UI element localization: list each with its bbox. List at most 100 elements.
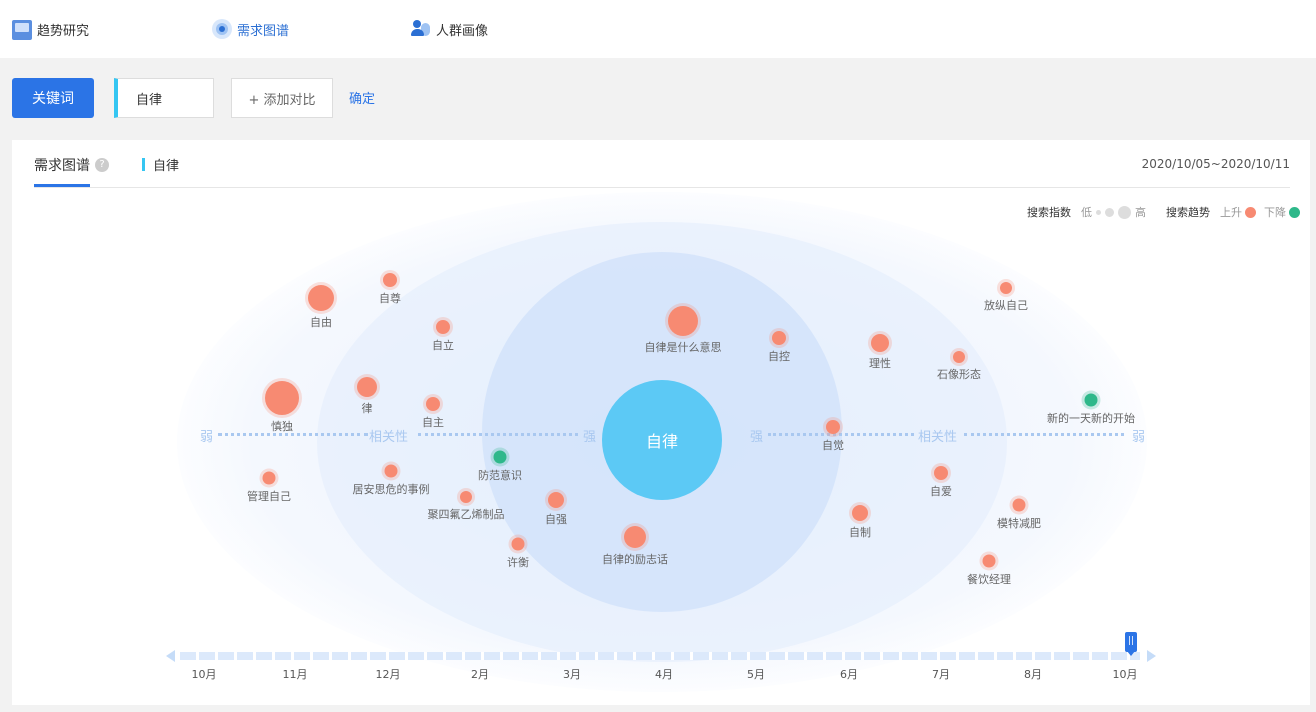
node-label: 自由 xyxy=(310,316,332,329)
node-bubble[interactable] xyxy=(624,526,646,548)
axis-weak-left: 弱 xyxy=(200,430,214,445)
node-label: 防范意识 xyxy=(478,468,522,482)
node-bubble[interactable] xyxy=(852,505,868,521)
keyword-button[interactable]: 关键词 xyxy=(12,78,94,118)
legend-index-title: 搜索指数 xyxy=(1027,206,1071,219)
book-chart-icon xyxy=(12,20,32,40)
node-label: 自尊 xyxy=(379,292,401,305)
node-bubble[interactable] xyxy=(460,491,472,503)
node-label: 自控 xyxy=(768,350,790,363)
axis-strong-right: 强 xyxy=(750,430,764,445)
legend-up: 上升 xyxy=(1220,206,1242,219)
timeline-month-label: 12月 xyxy=(375,668,401,681)
timeline-month-label: 3月 xyxy=(563,668,581,681)
active-tab-underline xyxy=(34,184,90,187)
node-label: 管理自己 xyxy=(247,489,291,503)
timeline-month-label: 4月 xyxy=(655,668,673,681)
node-label: 自立 xyxy=(432,339,454,352)
timeline-track[interactable] xyxy=(180,652,1140,660)
nav-audience-profile[interactable]: 人群画像 xyxy=(411,18,488,40)
timeline-handle[interactable]: || xyxy=(1125,632,1137,656)
legend-up-dot xyxy=(1245,206,1256,218)
node-label: 居安思危的事例 xyxy=(352,482,430,496)
legend-trend-title: 搜索趋势 xyxy=(1166,206,1210,219)
nav-trend-research[interactable]: 趋势研究 xyxy=(12,18,89,40)
node-bubble[interactable] xyxy=(384,464,398,478)
node-bubble[interactable] xyxy=(493,450,507,464)
node-label: 慎独 xyxy=(271,420,293,433)
nav-demand-graph[interactable]: 需求图谱 xyxy=(212,18,289,40)
timeline-month-label: 10月 xyxy=(1112,668,1138,681)
node-bubble[interactable] xyxy=(262,471,276,485)
help-icon[interactable]: ? xyxy=(95,158,109,172)
axis-dotline-right-inner xyxy=(768,433,914,436)
tab-label: 需求图谱 xyxy=(34,158,90,174)
add-compare-button[interactable]: + 添加对比 xyxy=(231,78,333,118)
nav-label: 需求图谱 xyxy=(237,23,290,39)
node-bubble[interactable] xyxy=(772,331,786,345)
node-label: 自制 xyxy=(849,526,871,539)
node-bubble[interactable] xyxy=(1012,498,1026,512)
users-icon xyxy=(411,19,431,39)
node-bubble[interactable] xyxy=(436,320,450,334)
keyword-tag-label: 自律 xyxy=(153,159,180,174)
timeline-month-label: 5月 xyxy=(747,668,765,681)
legend-down: 下降 xyxy=(1264,206,1286,219)
node-bubble[interactable] xyxy=(548,492,564,508)
node-label: 自律是什么意思 xyxy=(644,341,722,354)
node-bubble[interactable] xyxy=(265,381,299,415)
node-label: 石像形态 xyxy=(937,368,981,381)
node-bubble[interactable] xyxy=(511,537,525,551)
node-bubble[interactable] xyxy=(826,420,840,434)
center-keyword-bubble[interactable]: 自律 xyxy=(602,380,722,500)
timeline-month-label: 2月 xyxy=(471,668,489,681)
node-label: 许衡 xyxy=(507,555,529,569)
keyword-input[interactable] xyxy=(114,78,214,118)
node-bubble[interactable] xyxy=(1000,282,1012,294)
target-icon xyxy=(212,19,232,39)
legend-low: 低 xyxy=(1081,206,1092,219)
nav-label: 人群画像 xyxy=(436,23,489,39)
node-label: 自觉 xyxy=(822,439,844,452)
node-label: 自律的励志话 xyxy=(602,553,668,566)
node-label: 放纵自己 xyxy=(984,299,1028,312)
keyword-tag: 自律 xyxy=(142,155,179,174)
node-bubble[interactable] xyxy=(357,377,377,397)
node-label: 新的一天新的开始 xyxy=(1047,411,1135,425)
axis-dotline-left-outer xyxy=(218,433,368,436)
tab-demand-graph[interactable]: 需求图谱 ? xyxy=(34,155,109,175)
node-label: 理性 xyxy=(869,357,891,370)
date-range: 2020/10/05~2020/10/11 xyxy=(1141,157,1290,171)
node-bubble[interactable] xyxy=(934,466,948,480)
node-label: 自爱 xyxy=(930,485,952,498)
node-bubble[interactable] xyxy=(668,306,698,336)
axis-strong-left: 强 xyxy=(583,430,597,445)
keyword-color-bar xyxy=(142,158,145,171)
node-bubble[interactable] xyxy=(383,273,397,287)
node-bubble[interactable] xyxy=(871,334,889,352)
node-label: 律 xyxy=(361,402,373,415)
demand-graph-panel: 需求图谱 ? 自律 2020/10/05~2020/10/11 搜索指数 低 高… xyxy=(12,140,1310,705)
confirm-link[interactable]: 确定 xyxy=(349,92,376,107)
timeline-month-label: 7月 xyxy=(932,668,950,681)
legend-size-large-dot xyxy=(1118,205,1131,219)
axis-dotline-left-inner xyxy=(418,433,578,436)
timeline-right-arrow[interactable] xyxy=(1147,650,1156,662)
node-bubble[interactable] xyxy=(982,554,996,568)
node-bubble[interactable] xyxy=(1084,393,1098,407)
legend: 搜索指数 低 高 搜索趋势 上升 下降 xyxy=(1027,204,1300,220)
axis-dotline-right-outer xyxy=(964,433,1124,436)
node-bubble[interactable] xyxy=(953,351,965,363)
node-label: 餐饮经理 xyxy=(967,572,1011,586)
timeline-left-arrow[interactable] xyxy=(166,650,175,662)
legend-high: 高 xyxy=(1135,206,1146,219)
axis-relevance-right: 相关性 xyxy=(918,430,958,445)
node-label: 模特减肥 xyxy=(997,516,1041,530)
node-bubble[interactable] xyxy=(426,397,440,411)
top-nav: 趋势研究 需求图谱 人群画像 xyxy=(0,0,1316,58)
axis-relevance-left: 相关性 xyxy=(369,430,409,445)
legend-size-medium-dot xyxy=(1105,207,1114,217)
nav-label: 趋势研究 xyxy=(37,23,90,39)
timeline: || 10月 11月 12月 2月 3月 4月 5月 6月 7月 8月 10月 xyxy=(164,632,1160,690)
node-bubble[interactable] xyxy=(308,285,334,311)
